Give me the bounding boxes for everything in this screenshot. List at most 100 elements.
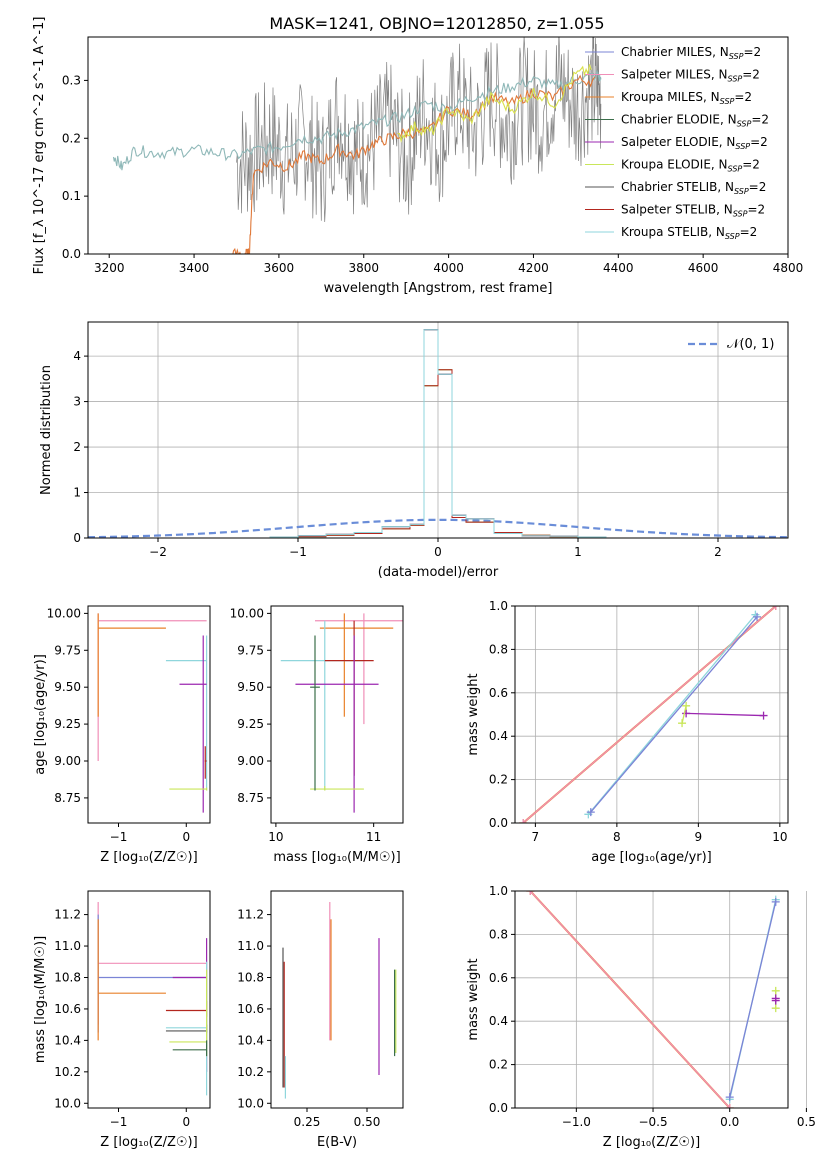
axes-frame — [270, 605, 404, 824]
x-tick-label: 8 — [613, 830, 621, 844]
y-tick-label: 11.0 — [54, 939, 81, 953]
x-tick-label: 0.25 — [294, 1115, 321, 1129]
y-tick-label: 0.0 — [489, 1101, 508, 1115]
y-tick-label: 0.2 — [62, 131, 81, 145]
axes-frame — [87, 36, 789, 255]
legend-label-kroupa_elodie: Kroupa ELODIE, NSSP=2 — [621, 158, 760, 174]
x-tick-label: −2 — [149, 545, 167, 559]
x-axis-label: mass [log₁₀(M/M☉)] — [273, 850, 400, 865]
plot-area — [97, 902, 208, 1096]
x-tick-label: −1 — [110, 830, 128, 844]
y-tick-label: 9.00 — [237, 754, 264, 768]
legend-label-chabrier_stelib: Chabrier STELIB, NSSP=2 — [621, 180, 766, 196]
y-tick-label: 10.0 — [54, 1096, 81, 1110]
x-tick-label: 3800 — [348, 261, 379, 275]
panel-weight_vs_age: 7 8 9 10 0.0 0.2 0.4 0.6 0.8 1.0 age [log₁₀(age/yr… — [466, 599, 789, 865]
marker-salpeter_miles — [771, 606, 780, 610]
y-tick-label: 0.0 — [489, 816, 508, 830]
marker-salpeter_miles — [519, 819, 528, 823]
marker-salpeter_miles — [526, 891, 535, 895]
y-tick-label: 4 — [73, 349, 81, 363]
x-axis-label: E(B-V) — [317, 1135, 357, 1150]
x-axis-label: age [log₁₀(age/yr)] — [591, 850, 712, 865]
legend: 𝒩(0, 1) — [688, 337, 774, 352]
series-data — [236, 37, 602, 223]
y-tick-label: 9.00 — [54, 754, 81, 768]
series-model_wide — [112, 70, 602, 171]
weight-line-kroupa_stelib — [587, 614, 756, 815]
y-tick-label: 10.4 — [237, 1033, 264, 1047]
y-axis-label: age [log₁₀(age/yr)] — [33, 654, 48, 775]
y-tick-label: 9.50 — [237, 680, 264, 694]
y-axis-label: Normed distribution — [39, 365, 54, 495]
x-tick-label: 4600 — [688, 261, 719, 275]
panel-mass_vs_Z: −1 0 10.0 10.2 10.4 10.6 10.8 11.0 11.2 Z [log₁₀(… — [33, 890, 211, 1150]
x-tick-label: 0.50 — [354, 1115, 381, 1129]
y-tick-label: 1.0 — [489, 599, 508, 613]
y-tick-label: 0.1 — [62, 189, 81, 203]
plot-area — [97, 613, 208, 813]
legend-label-chabrier_miles: Chabrier MILES, NSSP=2 — [621, 45, 761, 61]
plot-area — [526, 891, 780, 1108]
y-tick-label: 8.75 — [237, 791, 264, 805]
y-axis-label: mass [log₁₀(M/M☉)] — [33, 936, 48, 1063]
y-tick-label: 9.75 — [54, 643, 81, 657]
x-tick-label: −1 — [110, 1115, 128, 1129]
series-model_yellow — [397, 64, 592, 144]
axes-frame — [87, 605, 211, 824]
legend-label-salpeter_miles: Salpeter MILES, NSSP=2 — [621, 68, 760, 84]
x-tick-label: 9 — [695, 830, 703, 844]
panel-age_vs_mass: 10 11 8.75 9.00 9.25 9.50 9.75 10.00 mass [log₁₀… — [230, 605, 404, 865]
y-tick-label: 10.4 — [54, 1033, 81, 1047]
y-tick-label: 10.6 — [237, 1002, 264, 1016]
x-tick-label: 10 — [772, 830, 787, 844]
y-tick-label: 11.0 — [237, 939, 264, 953]
y-tick-label: 10.8 — [237, 970, 264, 984]
plot-area — [282, 902, 397, 1099]
y-tick-label: 0.2 — [489, 773, 508, 787]
y-axis-label: Flux [f_λ 10^-17 erg cm^-2 s^-1 A^-1] — [32, 17, 47, 275]
x-tick-label: 3400 — [179, 261, 210, 275]
y-tick-label: 11.2 — [54, 908, 81, 922]
y-tick-label: 0.2 — [489, 1058, 508, 1072]
x-tick-label: 3200 — [94, 261, 125, 275]
x-tick-label: 4200 — [518, 261, 549, 275]
y-tick-label: 1 — [73, 486, 81, 500]
plot-area — [88, 329, 788, 538]
legend-label-kroupa_stelib: Kroupa STELIB, NSSP=2 — [621, 225, 757, 241]
y-tick-label: 0.4 — [489, 1014, 508, 1028]
x-tick-label: 0 — [182, 830, 190, 844]
y-tick-label: 0.6 — [489, 686, 508, 700]
axes-frame — [514, 605, 789, 824]
panel-spectrum: 3200 3400 3600 3800 4000 4200 4400 4600 4800 0.0 0… — [32, 17, 803, 296]
panel-residuals: −2 −1 0 1 2 0 1 2 3 4 (data-model)/error Normed dis… — [39, 321, 789, 580]
y-tick-label: 3 — [73, 395, 81, 409]
plot-area — [280, 613, 403, 813]
marker-kroupa_elodie — [682, 701, 691, 710]
x-tick-label: 11 — [366, 830, 381, 844]
y-axis-label: mass weight — [466, 673, 481, 755]
weight-line-salpeter_elodie — [686, 712, 764, 717]
marker-kroupa_elodie — [771, 1004, 780, 1013]
y-tick-label: 9.25 — [54, 717, 81, 731]
y-tick-label: 9.50 — [54, 680, 81, 694]
weight-line-kroupa_elodie — [681, 705, 687, 724]
x-tick-label: 0.5 — [797, 1115, 816, 1129]
legend-label-kroupa_miles: Kroupa MILES, NSSP=2 — [621, 90, 752, 106]
marker-kroupa_elodie — [771, 986, 780, 995]
y-tick-label: 1.0 — [489, 884, 508, 898]
x-tick-label: 0 — [182, 1115, 190, 1129]
x-axis-label: wavelength [Angstrom, rest frame] — [324, 281, 553, 296]
x-tick-label: −1 — [289, 545, 307, 559]
x-axis-label: Z [log₁₀(Z/Z☉)] — [100, 850, 197, 865]
marker-salpeter_elodie — [682, 709, 691, 718]
y-tick-label: 0.4 — [489, 729, 508, 743]
panel-weight_vs_Z: −1.0 −0.5 0.0 0.5 0.0 0.2 0.4 0.6 0.8 1.0 Z [log₁₀… — [466, 884, 816, 1150]
y-axis-label: mass weight — [466, 958, 481, 1040]
x-axis-label: Z [log₁₀(Z/Z☉)] — [100, 1135, 197, 1150]
figure-title: MASK=1241, OBJNO=12012850, z=1.055 — [269, 14, 604, 33]
marker-chabrier_miles — [586, 808, 595, 817]
y-tick-label: 10.8 — [54, 970, 81, 984]
marker-kroupa_elodie — [678, 719, 687, 728]
